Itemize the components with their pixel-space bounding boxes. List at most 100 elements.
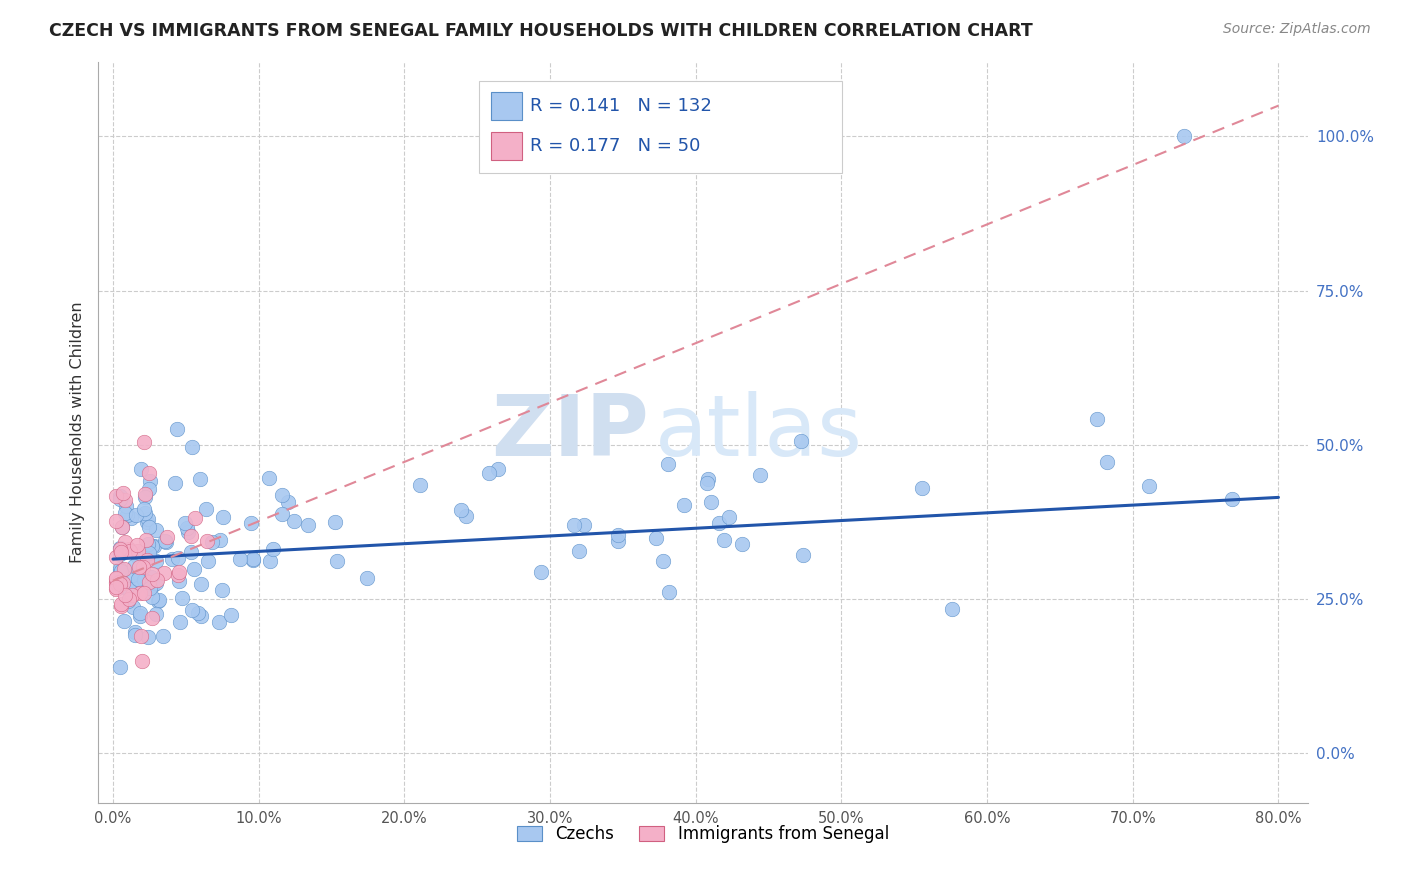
Point (134, 585, 156, 599)
Text: ZIP: ZIP (491, 391, 648, 475)
Point (257, 471, 280, 485)
Point (201, 535, 224, 549)
Point (190, 577, 212, 591)
Point (127, 572, 149, 586)
Point (141, 539, 163, 553)
Point (194, 502, 217, 516)
Point (139, 582, 162, 596)
Point (138, 520, 160, 534)
Point (713, 533, 735, 548)
Point (121, 568, 143, 582)
Point (110, 489, 132, 503)
Point (110, 599, 132, 613)
Point (145, 576, 167, 591)
Point (153, 566, 176, 580)
Point (146, 594, 169, 608)
Point (122, 559, 145, 574)
Point (111, 520, 134, 534)
Point (188, 472, 211, 486)
Point (110, 660, 132, 674)
Bar (492, 132, 522, 161)
Point (209, 533, 232, 547)
Point (160, 552, 183, 566)
Point (114, 493, 136, 508)
Point (699, 495, 721, 509)
Point (121, 599, 143, 614)
Point (132, 434, 155, 449)
Point (112, 486, 135, 500)
Point (792, 548, 814, 562)
Point (129, 568, 152, 582)
Text: Source: ZipAtlas.com: Source: ZipAtlas.com (1223, 22, 1371, 37)
Y-axis label: Family Households with Children: Family Households with Children (69, 301, 84, 564)
Point (790, 434, 813, 448)
Point (183, 510, 205, 524)
Point (530, 566, 553, 580)
Point (141, 611, 163, 625)
Point (124, 580, 146, 594)
Point (141, 590, 163, 604)
Point (197, 554, 219, 568)
Point (136, 512, 159, 526)
Point (156, 530, 179, 544)
Point (145, 607, 167, 622)
Point (229, 552, 252, 566)
Point (697, 472, 720, 486)
Point (748, 468, 770, 483)
Point (1085, 412, 1108, 426)
Point (141, 566, 163, 581)
Point (568, 544, 591, 558)
Point (166, 422, 188, 436)
Point (242, 552, 264, 566)
Point (717, 510, 740, 524)
Point (645, 531, 668, 545)
Point (356, 571, 378, 585)
Bar (492, 92, 522, 120)
Point (148, 593, 170, 607)
Point (110, 597, 132, 611)
Point (138, 466, 160, 480)
Point (606, 533, 628, 548)
Point (110, 541, 132, 555)
Point (165, 476, 187, 491)
Point (104, 582, 127, 596)
Point (169, 615, 191, 630)
Point (112, 562, 135, 576)
Point (450, 503, 472, 517)
Point (325, 515, 347, 529)
Point (117, 582, 139, 596)
Point (132, 560, 155, 574)
Point (195, 533, 218, 548)
Point (409, 478, 432, 492)
Point (128, 608, 150, 623)
Point (134, 487, 156, 501)
Point (110, 580, 132, 594)
Point (114, 535, 136, 549)
Point (131, 654, 153, 668)
Point (658, 584, 681, 599)
Point (941, 601, 963, 615)
Point (135, 515, 157, 529)
Point (180, 529, 202, 543)
Point (104, 575, 127, 590)
Point (112, 614, 135, 628)
Point (104, 550, 127, 565)
Point (167, 568, 190, 582)
Point (1220, 491, 1243, 506)
Point (125, 508, 148, 522)
Point (128, 560, 150, 574)
Point (607, 527, 630, 541)
Point (118, 592, 141, 607)
Text: CZECH VS IMMIGRANTS FROM SENEGAL FAMILY HOUSEHOLDS WITH CHILDREN CORRELATION CHA: CZECH VS IMMIGRANTS FROM SENEGAL FAMILY … (49, 22, 1033, 40)
Point (104, 514, 127, 528)
Point (1173, 129, 1195, 144)
Point (731, 537, 754, 551)
Point (110, 564, 132, 578)
Point (174, 516, 197, 530)
Point (176, 521, 198, 535)
Point (152, 629, 174, 643)
Point (183, 562, 205, 576)
Point (118, 541, 141, 556)
Text: R = 0.177   N = 50: R = 0.177 N = 50 (530, 137, 700, 155)
Legend: Czechs, Immigrants from Senegal: Czechs, Immigrants from Senegal (510, 819, 896, 850)
